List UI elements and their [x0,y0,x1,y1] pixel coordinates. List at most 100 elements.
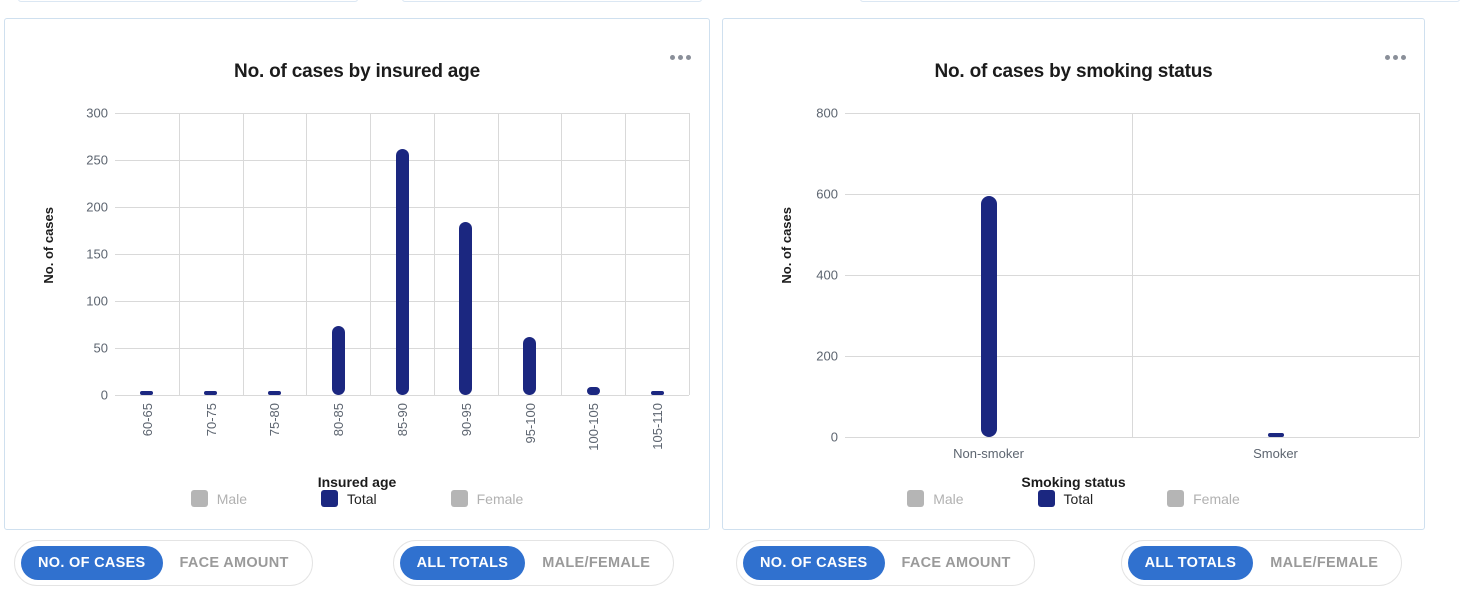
chart-card-insured-age: No. of cases by insured age No. of cases… [4,18,710,530]
bar[interactable] [1267,432,1284,437]
toggle-bar-right: NO. OF CASES FACE AMOUNT ALL TOTALS MALE… [736,540,1403,586]
toggle-group-breakdown-right: ALL TOTALS MALE/FEMALE [1120,540,1403,586]
bar[interactable] [395,148,409,395]
legend-swatch-male [907,490,925,507]
x-gridline [179,113,180,395]
x-axis-tick-label: 100-105 [586,403,602,451]
ghost-card-above-left [18,0,358,2]
face-amount-button[interactable]: FACE AMOUNT [885,546,1028,580]
x-axis-tick-label: 105-110 [650,403,666,450]
page-title-smoking-status: No. of cases by smoking status [934,61,1213,82]
toggle-bar-left: NO. OF CASES FACE AMOUNT ALL TOTALS MALE… [14,540,675,586]
x-axis-tick-label: 75-80 [267,403,283,437]
x-axis-tick-label: 90-95 [458,403,474,437]
legend-item-female[interactable]: Female [1167,490,1240,507]
ghost-card-above-mid [402,0,702,2]
bar[interactable] [586,386,600,395]
y-axis-tick-label: 400 [816,267,838,283]
legend-right: Male Total Female [723,490,1424,507]
x-axis-tick-label: Non-smoker [953,446,1024,461]
y-axis-title-left: No. of cases [41,207,56,284]
y-axis-tick-label: 150 [86,246,108,262]
toggle-group-breakdown-left: ALL TOTALS MALE/FEMALE [392,540,675,586]
bar[interactable] [459,222,473,395]
bar[interactable] [523,336,537,395]
legend-label-male: Male [933,490,964,507]
legend-left: Male Total Female [5,490,709,507]
x-gridline [689,113,690,395]
bar[interactable] [267,391,281,395]
no-of-cases-button[interactable]: NO. OF CASES [743,546,885,580]
y-axis-tick-label: 600 [816,186,838,202]
plot-area-smoking-status: 0 200 400 600 800 Non-smoker Smoker [816,106,1420,461]
x-axis-tick-label: Smoker [1253,446,1298,461]
legend-label-total: Total [1063,490,1094,507]
legend-label-female: Female [476,490,524,507]
y-axis-tick-label: 250 [86,152,108,168]
x-axis-tick-label: 70-75 [203,403,219,437]
y-axis-tick-label: 100 [86,293,108,309]
x-gridline [1419,113,1420,437]
male-female-button[interactable]: MALE/FEMALE [1253,546,1395,580]
face-amount-button[interactable]: FACE AMOUNT [163,546,306,580]
legend-swatch-male [190,490,208,507]
x-axis-title-left: Insured age [317,474,397,490]
y-axis-tick-label: 50 [93,340,108,356]
legend-label-male: Male [216,490,248,507]
y-axis-tick-label: 200 [816,348,838,364]
x-gridline [243,113,244,395]
legend-item-total[interactable]: Total [1037,490,1094,507]
y-gridline [845,437,1419,438]
x-gridline [306,113,307,395]
bar[interactable] [140,391,154,395]
legend-item-male[interactable]: Male [907,490,964,507]
y-gridline [115,395,689,396]
y-axis-tick-label: 300 [86,105,108,121]
plot-area-insured-age: 0 50 100 150 200 250 300 60-65 70-75 75-80 80-85 85… [86,106,690,451]
chart-card-smoking-status: No. of cases by smoking status No. of ca… [722,18,1425,530]
page-title-insured-age: No. of cases by insured age [234,61,480,82]
male-female-button[interactable]: MALE/FEMALE [525,546,667,580]
x-gridline [561,113,562,395]
toggle-group-measure-left: NO. OF CASES FACE AMOUNT [14,540,313,586]
x-gridline [434,113,435,395]
legend-swatch-female [1167,490,1185,507]
y-gridline [115,113,689,114]
toggle-spacer-left [313,540,393,586]
bar[interactable] [331,326,345,395]
legend-label-total: Total [347,490,377,507]
x-axis-tick-label: 80-85 [331,403,347,437]
ellipsis-icon[interactable] [670,55,691,60]
ghost-card-above-right [860,0,1460,2]
legend-swatch-total [1037,490,1055,507]
x-axis-tick-label: 95-100 [522,403,538,444]
bar[interactable] [204,391,218,395]
ellipsis-icon[interactable] [1385,55,1406,60]
y-axis-tick-label: 200 [86,199,108,215]
toggle-spacer-right [1035,540,1121,586]
all-totals-button[interactable]: ALL TOTALS [1127,546,1254,580]
all-totals-button[interactable]: ALL TOTALS [399,546,526,580]
x-gridline [1132,113,1133,437]
y-axis-title-right: No. of cases [779,207,794,284]
no-of-cases-button[interactable]: NO. OF CASES [21,546,163,580]
x-gridline [370,113,371,395]
y-axis-tick-label: 0 [830,429,838,445]
bar[interactable] [650,391,664,395]
legend-item-total[interactable]: Total [321,490,377,507]
legend-item-female[interactable]: Female [450,490,524,507]
x-axis-tick-label: 85-90 [395,403,410,437]
legend-swatch-total [321,490,339,507]
toggle-group-measure-right: NO. OF CASES FACE AMOUNT [736,540,1035,586]
x-axis-tick-label: 60-65 [139,403,155,437]
y-axis-tick-label: 800 [816,105,838,121]
legend-swatch-female [450,490,468,507]
y-axis-tick-label: 0 [100,387,108,403]
bar[interactable] [980,196,997,437]
x-gridline [498,113,499,395]
legend-label-female: Female [1193,490,1240,507]
legend-item-male[interactable]: Male [190,490,248,507]
x-gridline [625,113,626,395]
x-axis-title-right: Smoking status [1021,474,1126,490]
